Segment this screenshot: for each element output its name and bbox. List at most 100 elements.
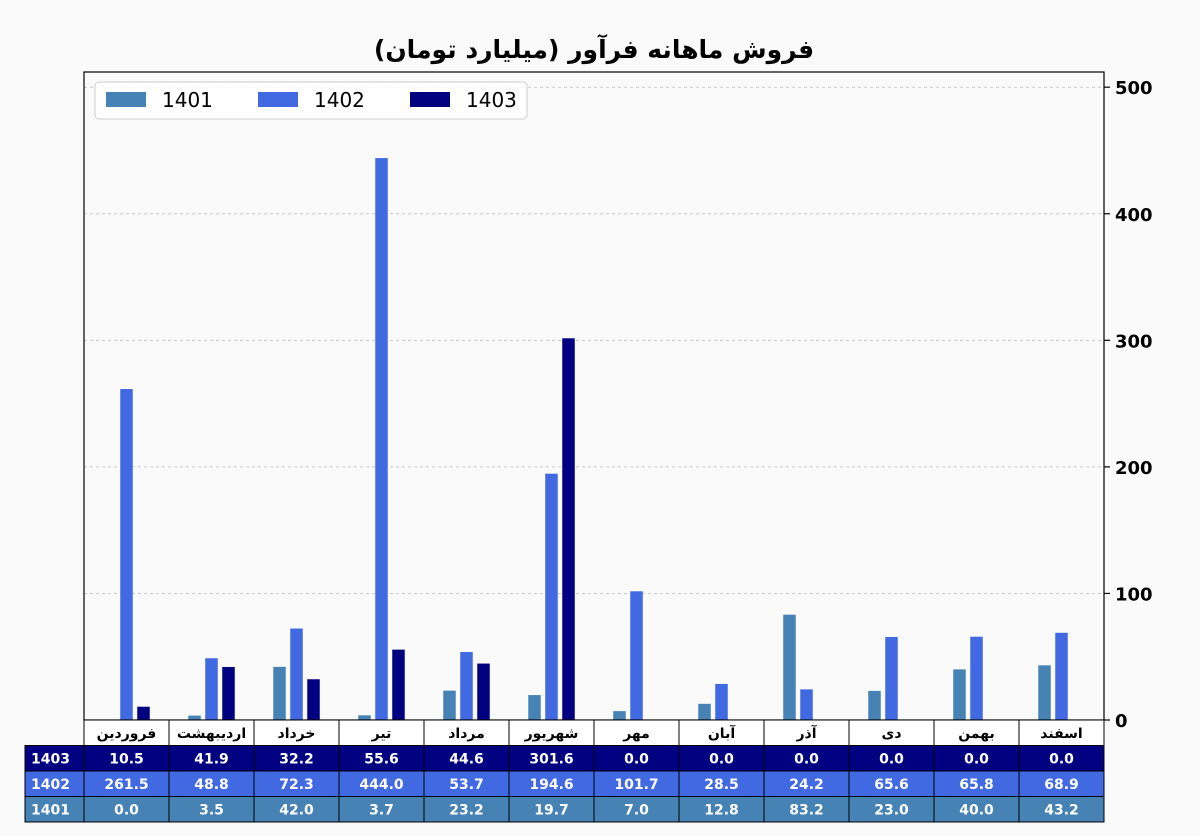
legend-swatch-1401 bbox=[106, 92, 146, 107]
table-cell-value: 23.2 bbox=[449, 803, 484, 819]
table-cell-value: 0.0 bbox=[794, 752, 819, 768]
bar-1401 bbox=[188, 715, 201, 720]
table-cell bbox=[508, 770, 595, 797]
bar-1402 bbox=[120, 389, 133, 720]
category-label: اسفند bbox=[1040, 726, 1082, 742]
bar-1401 bbox=[783, 614, 796, 720]
table-cell-value: 53.7 bbox=[449, 777, 484, 793]
table-row-header bbox=[24, 796, 85, 823]
table-cell bbox=[508, 745, 595, 772]
table-cell bbox=[168, 745, 255, 772]
table-cell-value: 83.2 bbox=[789, 803, 824, 819]
bars bbox=[120, 158, 1068, 720]
bar-1403 bbox=[307, 679, 320, 720]
table-cell-value: 7.0 bbox=[624, 803, 649, 819]
bar-1402 bbox=[885, 636, 898, 720]
table-cell-value: 42.0 bbox=[279, 803, 314, 819]
table-cell-value: 0.0 bbox=[879, 752, 904, 768]
chart-title: فروش ماهانه فرآور (میلیارد تومان) bbox=[374, 34, 814, 65]
bar-1401 bbox=[698, 703, 711, 720]
table-cell bbox=[508, 796, 595, 823]
category-label: تیر bbox=[371, 726, 392, 742]
bar-1401 bbox=[868, 690, 881, 720]
category-label: دی bbox=[881, 726, 901, 742]
table-header-cell bbox=[763, 719, 850, 746]
bar-1403 bbox=[477, 663, 490, 720]
legend-label-1402: 1402 bbox=[314, 88, 365, 112]
table-cell-value: 41.9 bbox=[194, 752, 229, 768]
plot-frame bbox=[83, 71, 1105, 721]
table-row-label: 1401 bbox=[31, 803, 70, 819]
y-axis: 0 100 200 300 400 500 bbox=[1104, 78, 1153, 732]
table-cell-value: 48.8 bbox=[194, 777, 229, 793]
legend-label-1403: 1403 bbox=[466, 88, 517, 112]
table-cell bbox=[933, 796, 1020, 823]
table-cell-value: 65.6 bbox=[874, 777, 909, 793]
table-cell bbox=[848, 796, 935, 823]
category-label: خرداد bbox=[278, 726, 316, 742]
table-cell-value: 55.6 bbox=[364, 752, 399, 768]
y-tick-label: 0 bbox=[1115, 711, 1128, 732]
table-cell bbox=[253, 796, 340, 823]
table-cell bbox=[933, 745, 1020, 772]
table-cell bbox=[253, 745, 340, 772]
table-cell-value: 0.0 bbox=[114, 803, 139, 819]
table-cell-value: 0.0 bbox=[964, 752, 989, 768]
table-header-cell bbox=[423, 719, 510, 746]
table-cell-value: 32.2 bbox=[279, 752, 314, 768]
category-label: فروردین bbox=[97, 726, 157, 742]
table-row-header bbox=[24, 745, 85, 772]
table-cell-value: 12.8 bbox=[704, 803, 739, 819]
table-cell-value: 444.0 bbox=[359, 777, 404, 793]
table-cell bbox=[168, 770, 255, 797]
bar-1403 bbox=[562, 338, 575, 720]
category-label: شهریور bbox=[524, 726, 579, 742]
table-header-cell bbox=[83, 719, 170, 746]
legend: 1401 1402 1403 bbox=[94, 81, 528, 120]
table-cell-value: 28.5 bbox=[704, 777, 739, 793]
table-cell bbox=[933, 770, 1020, 797]
table-cell-value: 3.5 bbox=[199, 803, 224, 819]
table-cell-value: 0.0 bbox=[709, 752, 734, 768]
table-cell-value: 65.8 bbox=[959, 777, 994, 793]
category-label: بهمن bbox=[958, 726, 994, 742]
bar-1402 bbox=[1055, 632, 1068, 720]
bar-1401 bbox=[358, 715, 371, 720]
category-label: اردیبهشت bbox=[177, 726, 246, 742]
category-label: آبان bbox=[708, 724, 736, 742]
table-header-cell bbox=[933, 719, 1020, 746]
table-cell bbox=[763, 796, 850, 823]
table-cell bbox=[168, 796, 255, 823]
y-tick-label: 100 bbox=[1115, 584, 1153, 605]
table-cell-value: 19.7 bbox=[534, 803, 569, 819]
table-cell-value: 44.6 bbox=[449, 752, 484, 768]
table-cell-value: 40.0 bbox=[959, 803, 994, 819]
table-cell bbox=[1018, 796, 1105, 823]
table-cell-value: 10.5 bbox=[109, 752, 144, 768]
bar-1403 bbox=[137, 706, 150, 720]
bar-1401 bbox=[953, 669, 966, 720]
table-cell bbox=[1018, 745, 1105, 772]
table-cell-value: 301.6 bbox=[529, 752, 573, 768]
table-cell bbox=[1018, 770, 1105, 797]
bar-1401 bbox=[273, 666, 286, 720]
table-cell-value: 72.3 bbox=[279, 777, 314, 793]
table-cell bbox=[83, 770, 170, 797]
table-header-cell bbox=[1018, 719, 1105, 746]
y-tick-label: 300 bbox=[1115, 331, 1153, 352]
legend-box bbox=[94, 81, 528, 120]
bar-1402 bbox=[970, 636, 983, 720]
table-cell-value: 194.6 bbox=[529, 777, 573, 793]
table-cell-value: 3.7 bbox=[369, 803, 394, 819]
table-cell bbox=[83, 796, 170, 823]
table-cell bbox=[593, 770, 680, 797]
table-row-label: 1403 bbox=[31, 752, 70, 768]
table-cell-value: 261.5 bbox=[104, 777, 148, 793]
legend-swatch-1403 bbox=[410, 92, 450, 107]
y-tick-label: 200 bbox=[1115, 458, 1153, 479]
y-tick-label: 400 bbox=[1115, 205, 1153, 226]
table-header-cell bbox=[593, 719, 680, 746]
legend-swatch-1402 bbox=[258, 92, 298, 107]
table-cell-value: 0.0 bbox=[624, 752, 649, 768]
table-cell bbox=[338, 745, 425, 772]
